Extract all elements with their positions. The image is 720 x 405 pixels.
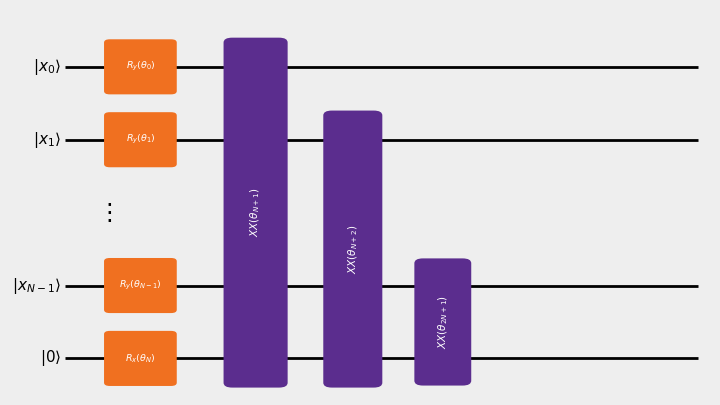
Text: $XX(\theta_{N+2})$: $XX(\theta_{N+2})$ [346, 224, 359, 274]
Text: $|x_{N-1}\rangle$: $|x_{N-1}\rangle$ [12, 275, 61, 296]
FancyBboxPatch shape [104, 112, 177, 167]
Text: $R_x(\theta_N)$: $R_x(\theta_N)$ [125, 352, 156, 365]
FancyBboxPatch shape [104, 258, 177, 313]
FancyBboxPatch shape [323, 111, 382, 388]
Text: $\vdots$: $\vdots$ [97, 200, 112, 225]
Text: $R_y(\theta_{N-1})$: $R_y(\theta_{N-1})$ [119, 279, 162, 292]
FancyBboxPatch shape [104, 331, 177, 386]
Text: $R_y(\theta_0)$: $R_y(\theta_0)$ [125, 60, 156, 73]
Text: $|x_0\rangle$: $|x_0\rangle$ [33, 57, 61, 77]
FancyBboxPatch shape [104, 39, 177, 94]
Text: $XX(\theta_{N+1})$: $XX(\theta_{N+1})$ [249, 188, 262, 237]
Text: $|0\rangle$: $|0\rangle$ [40, 348, 61, 369]
Text: $|x_1\rangle$: $|x_1\rangle$ [33, 130, 61, 150]
Text: $R_y(\theta_1)$: $R_y(\theta_1)$ [125, 133, 156, 146]
Text: $XX(\theta_{2N+1})$: $XX(\theta_{2N+1})$ [436, 295, 449, 349]
FancyBboxPatch shape [223, 38, 288, 388]
FancyBboxPatch shape [415, 258, 471, 386]
